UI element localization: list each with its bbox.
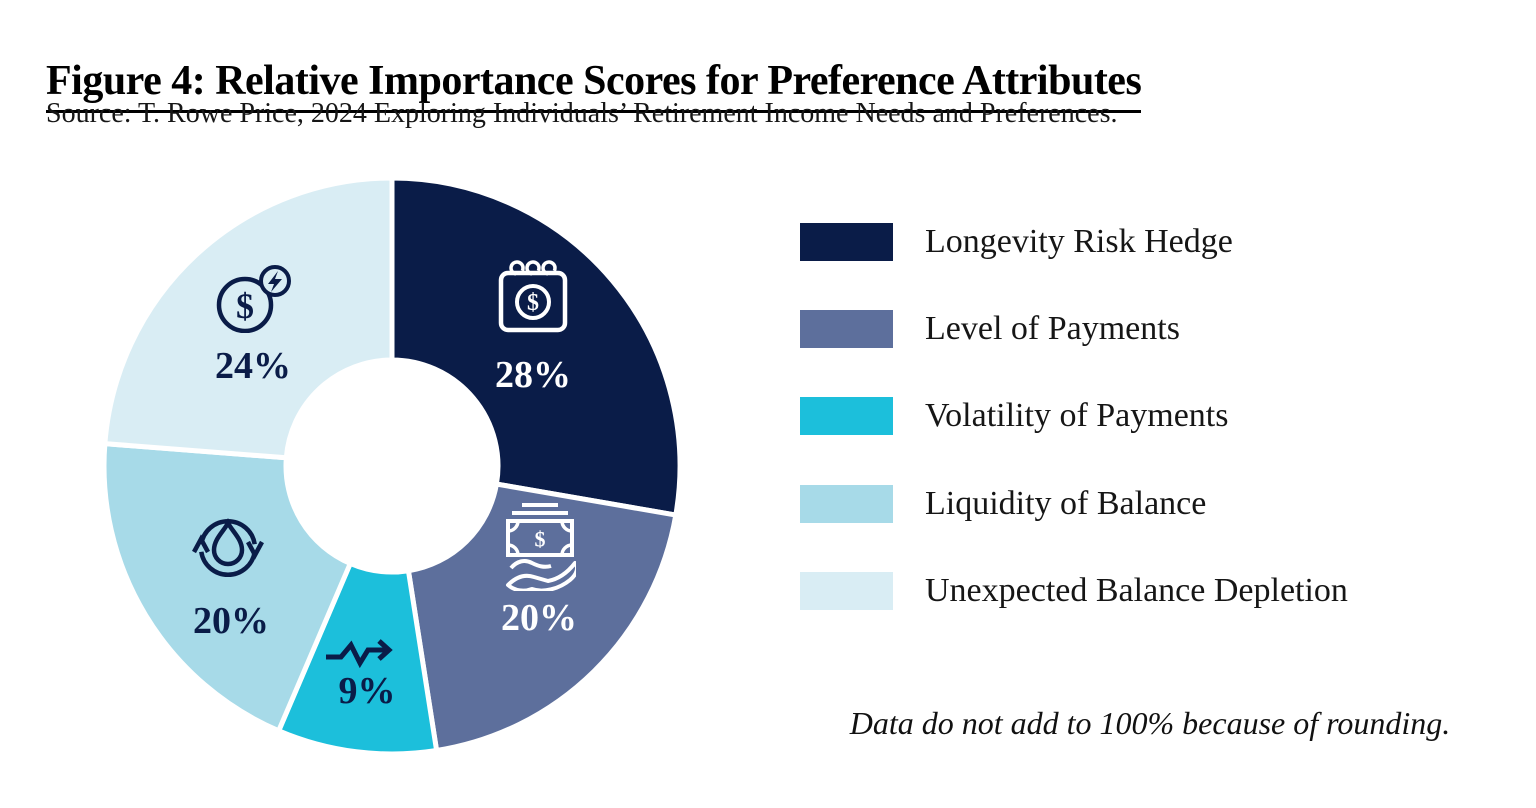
svg-text:$: $ bbox=[527, 290, 539, 316]
legend-swatch-volatility-of-payments bbox=[800, 397, 893, 435]
donut-slice-0 bbox=[389, 175, 683, 518]
dollar-lightning-icon: $ bbox=[215, 265, 291, 333]
slice-label-liquidity-of-balance: 20% bbox=[193, 600, 269, 642]
legend-label: Longevity Risk Hedge bbox=[925, 223, 1233, 260]
legend-row: Longevity Risk Hedge bbox=[800, 223, 1233, 261]
legend-swatch-level-of-payments bbox=[800, 310, 893, 348]
legend-swatch-liquidity-of-balance bbox=[800, 485, 893, 523]
page-title: Figure 4: Relative Importance Scores for… bbox=[46, 58, 1142, 114]
donut-slice-4 bbox=[102, 175, 395, 461]
legend-row: Liquidity of Balance bbox=[800, 485, 1206, 523]
donut-slice-3 bbox=[101, 441, 353, 734]
legend-row: Unexpected Balance Depletion bbox=[800, 572, 1348, 610]
calendar-dollar-icon: $ bbox=[496, 259, 570, 335]
droplet-cycle-icon bbox=[187, 510, 269, 584]
legend-label: Liquidity of Balance bbox=[925, 485, 1207, 522]
legend-swatch-unexpected-balance-depletion bbox=[800, 572, 893, 610]
legend-row: Level of Payments bbox=[800, 310, 1180, 348]
donut-chart bbox=[101, 175, 683, 757]
donut-slice-1 bbox=[405, 481, 679, 754]
svg-text:$: $ bbox=[236, 286, 254, 326]
slice-label-volatility-of-payments: 9% bbox=[338, 670, 396, 712]
source-line: Source: T. Rowe Price, 2024 Exploring In… bbox=[46, 98, 1118, 129]
legend-swatch-longevity-risk-hedge bbox=[800, 223, 893, 261]
slice-label-level-of-payments: 20% bbox=[501, 597, 577, 639]
slice-label-unexpected-balance-depletion: 24% bbox=[215, 345, 291, 387]
slice-label-longevity-risk-hedge: 28% bbox=[495, 354, 571, 396]
rounding-footnote: Data do not add to 100% because of round… bbox=[849, 705, 1451, 741]
svg-text:$: $ bbox=[535, 527, 546, 552]
cash-in-hand-icon: $ bbox=[504, 501, 576, 591]
volatility-zigzag-arrow-icon bbox=[324, 638, 400, 668]
legend-label: Unexpected Balance Depletion bbox=[925, 572, 1348, 609]
legend-label: Volatility of Payments bbox=[925, 397, 1229, 434]
legend-row: Volatility of Payments bbox=[800, 397, 1228, 435]
legend-label: Level of Payments bbox=[925, 310, 1180, 347]
